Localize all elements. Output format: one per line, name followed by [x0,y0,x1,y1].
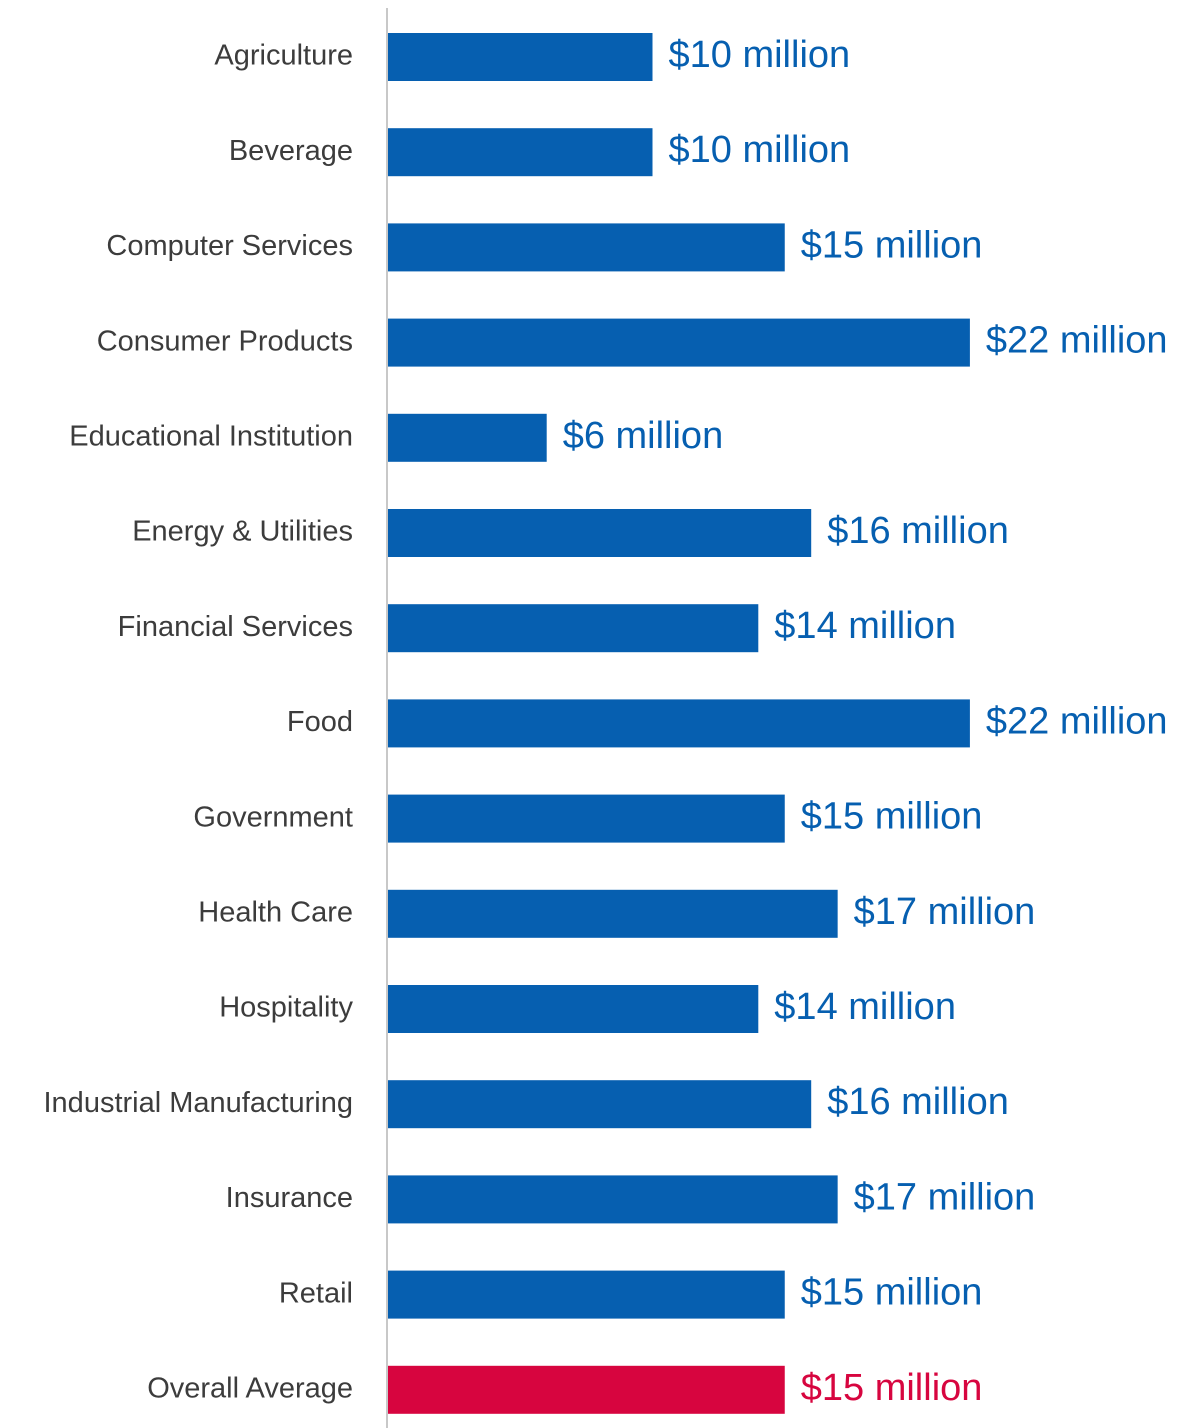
bar [388,509,812,557]
category-label: Industrial Manufacturing [44,1087,354,1119]
value-label: $14 million [774,986,956,1028]
category-label: Health Care [198,896,353,928]
bar [388,699,970,748]
value-label: $15 million [801,1272,983,1314]
category-label: Computer Services [106,230,353,262]
category-label: Beverage [229,135,353,167]
category-label: Consumer Products [97,325,353,357]
value-label: $16 million [827,510,1009,552]
value-label: $17 million [854,1176,1036,1218]
bar [388,1270,785,1319]
category-label: Financial Services [118,611,353,643]
bar [388,794,785,843]
category-label: Energy & Utilities [132,516,353,548]
category-label: Retail [279,1277,353,1309]
bar [388,128,653,177]
bar [388,223,785,272]
value-label: $10 million [669,129,851,171]
value-label: $10 million [669,34,851,76]
value-label: $15 million [801,796,983,838]
value-label: $15 million [801,1367,983,1409]
category-label: Food [287,706,353,738]
category-label: Agriculture [214,40,353,72]
value-label: $6 million [563,415,724,457]
bar [388,1080,812,1129]
bar [388,33,653,81]
bar [388,318,970,367]
bar [388,889,838,938]
category-label: Insurance [226,1182,353,1214]
bar [388,413,547,462]
value-label: $15 million [801,224,983,266]
category-label: Hospitality [219,992,353,1024]
average-bar [388,1365,785,1414]
value-label: $22 million [986,700,1168,742]
value-label: $14 million [774,605,956,647]
category-label: Government [193,801,353,833]
value-label: $16 million [827,1081,1009,1123]
category-label: Educational Institution [69,420,353,452]
bar [388,604,759,653]
bar [388,985,759,1033]
category-label: Overall Average [147,1372,353,1404]
value-label: $22 million [986,320,1168,362]
value-label: $17 million [854,891,1036,933]
bar [388,1175,838,1224]
